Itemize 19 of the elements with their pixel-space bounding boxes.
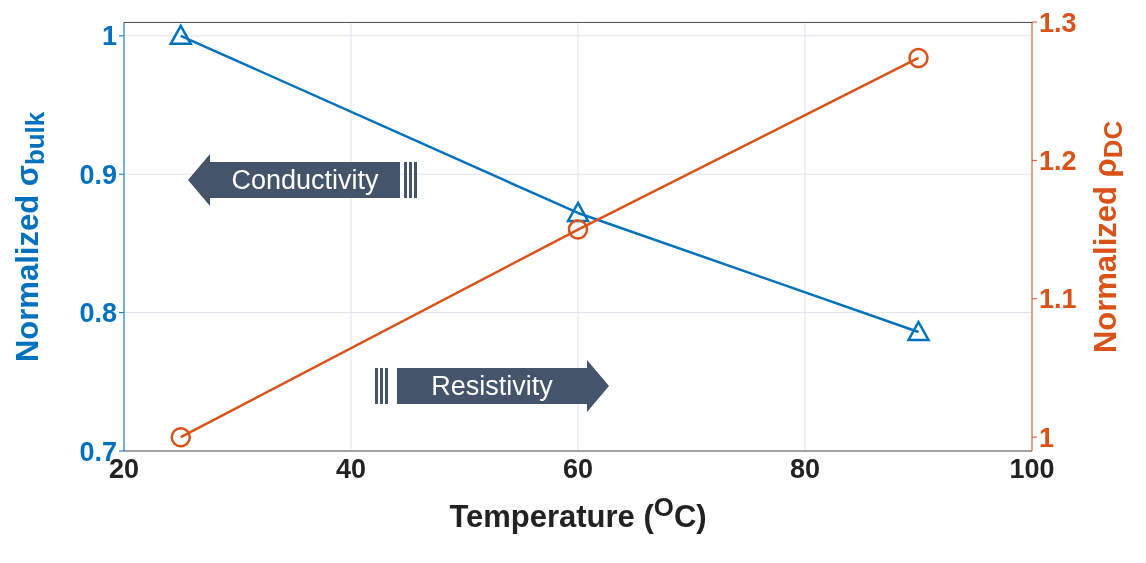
point <box>170 426 191 448</box>
y2-tick-label: 1.3 <box>1039 7 1077 38</box>
x-tick-label: 60 <box>562 454 594 485</box>
y2-tick-label: 1.1 <box>1039 284 1077 315</box>
x-tick-label: 100 <box>1009 454 1055 485</box>
point <box>169 24 192 46</box>
x-axis-title: Temperature ($^{O}$C) <box>448 493 708 536</box>
y-tick-label: 0.8 <box>79 298 117 329</box>
point <box>907 320 930 342</box>
annotation: Resistivity <box>430 369 554 403</box>
point <box>567 219 589 240</box>
y2-tick-label: 1.2 <box>1039 145 1077 176</box>
annotation: Conductivity <box>230 163 380 197</box>
point <box>908 47 929 69</box>
y-tick-label: 0.9 <box>79 159 117 190</box>
y2-tick-label: 1 <box>1039 422 1055 453</box>
x-tick-label: 40 <box>335 454 367 485</box>
x-tick-label: 80 <box>789 454 821 485</box>
y-tick-label: 1 <box>101 21 117 52</box>
